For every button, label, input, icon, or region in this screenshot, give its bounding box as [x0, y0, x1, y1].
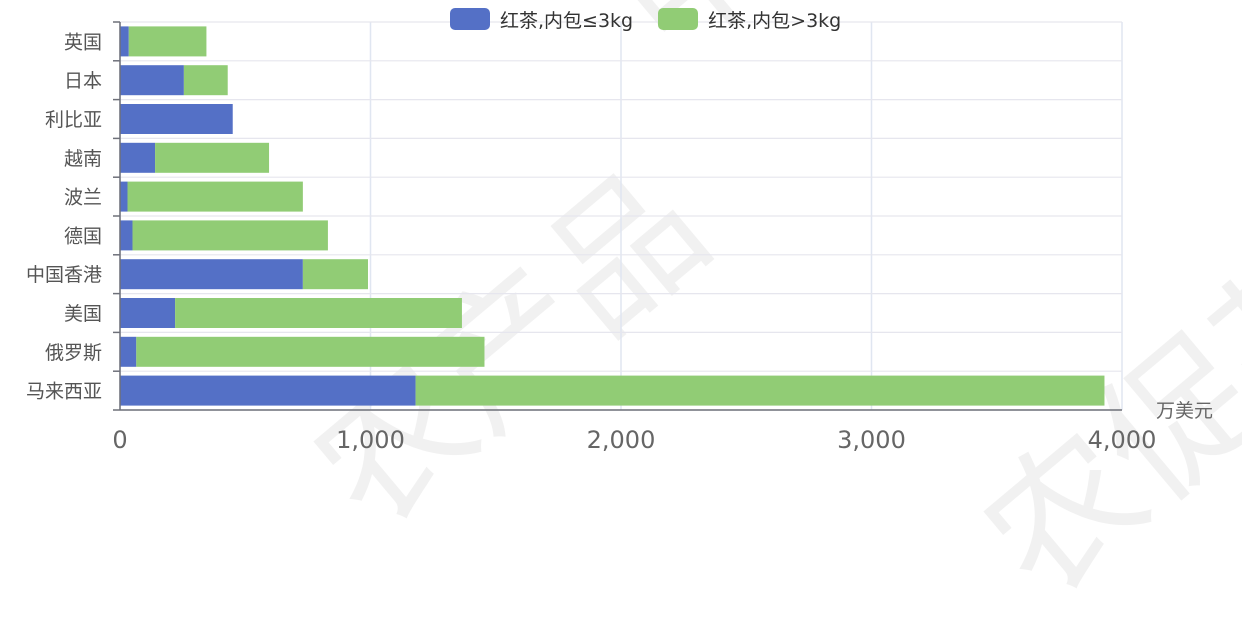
- y-tick-label: 波兰: [64, 187, 102, 209]
- bar-series1: [120, 142, 156, 173]
- y-tick-label: 利比亚: [45, 109, 102, 131]
- y-tick-label: 俄罗斯: [45, 342, 102, 364]
- bar-series2: [136, 336, 485, 367]
- x-axis-unit: 万美元: [1156, 400, 1214, 422]
- bar-series1: [120, 375, 416, 406]
- bar-series1: [120, 104, 233, 134]
- bar-series1: [120, 26, 129, 57]
- bar-series2: [302, 259, 368, 290]
- bar-series1: [120, 181, 128, 212]
- legend-label-series1: 红茶,内包≤3kg: [500, 9, 634, 32]
- x-tick-label: 2,000: [587, 426, 656, 454]
- y-tick-label: 越南: [64, 148, 102, 170]
- x-tick-label: 3,000: [837, 426, 906, 454]
- bar-series1: [120, 220, 133, 251]
- x-tick-label: 0: [112, 426, 127, 454]
- x-tick-label: 4,000: [1088, 426, 1157, 454]
- bar-series2: [127, 181, 303, 212]
- bar-series1: [120, 298, 176, 328]
- legend-label-series2: 红茶,内包>3kg: [708, 9, 842, 32]
- bar-series2: [132, 220, 328, 251]
- legend-item-series1[interactable]: 红茶,内包≤3kg: [450, 6, 633, 33]
- bar-series2: [155, 142, 270, 173]
- x-tick-label: 1,000: [336, 426, 405, 454]
- bar-series2: [175, 298, 462, 328]
- y-tick-label: 日本: [64, 70, 102, 92]
- legend-item-series2[interactable]: 红茶,内包>3kg: [658, 6, 841, 33]
- bar-series2: [183, 65, 228, 96]
- y-tick-label: 英国: [64, 31, 102, 53]
- legend: 红茶,内包≤3kg 红茶,内包>3kg: [450, 6, 866, 32]
- bar-series1: [120, 259, 303, 290]
- bar-series1: [120, 336, 137, 367]
- legend-swatch-series2: [658, 8, 699, 30]
- y-tick-label: 中国香港: [26, 264, 102, 286]
- y-tick-label: 德国: [64, 225, 102, 247]
- y-tick-label: 马来西亚: [26, 381, 102, 403]
- bar-series2: [128, 26, 207, 57]
- y-tick-label: 美国: [64, 303, 102, 325]
- bar-series1: [120, 65, 184, 96]
- legend-swatch-series1: [450, 8, 490, 30]
- bar-series2: [415, 375, 1105, 406]
